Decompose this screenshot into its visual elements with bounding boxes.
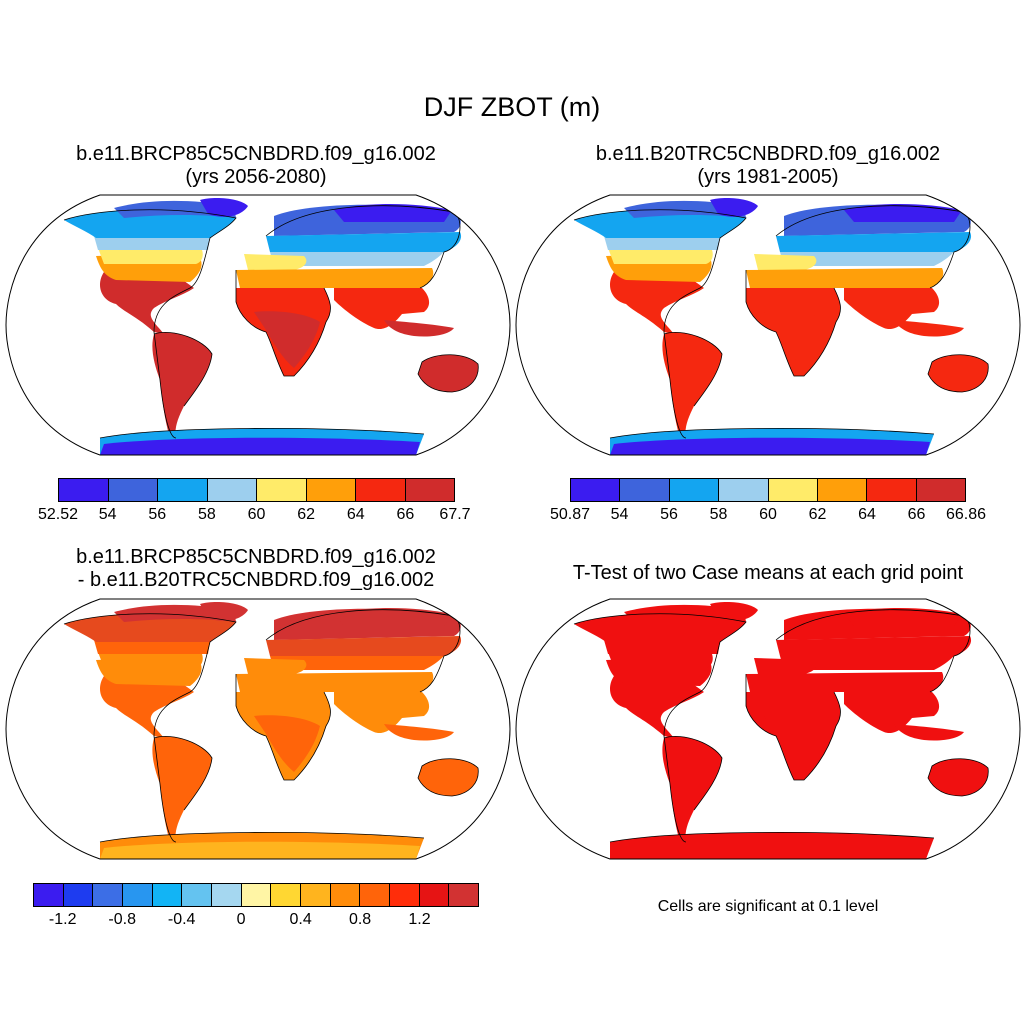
colorbar-tick-label: 1.2 [408, 911, 431, 928]
colorbar-swatch [360, 884, 391, 906]
colorbar-tick-label: 60 [759, 506, 777, 523]
colorbar-swatch [182, 884, 213, 906]
colorbar-swatch [257, 479, 307, 501]
colorbar-swatch [306, 479, 356, 501]
colorbar-swatch [34, 884, 64, 906]
map-panel1 [5, 194, 511, 456]
panel4-title-line1: T-Test of two Case means at each grid po… [572, 562, 964, 584]
colorbar-swatch [405, 479, 454, 501]
colorbar-swatch [419, 884, 450, 906]
panel1-title-line1: b.e11.BRCP85C5CNBDRD.f09_g16.002 [76, 143, 436, 165]
colorbar-swatch [59, 479, 109, 501]
panel1-title: b.e11.BRCP85C5CNBDRD.f09_g16.002 (yrs 20… [6, 143, 506, 189]
colorbar-tick-label: 54 [98, 506, 117, 523]
panel3-title-line1: b.e11.BRCP85C5CNBDRD.f09_g16.002 [76, 546, 436, 568]
colorbar-tick-label: 0.8 [348, 911, 372, 928]
colorbar-tick-label: -0.8 [108, 911, 136, 928]
colorbar-tick-label: 64 [858, 506, 876, 523]
colorbar-tick-label: 66 [396, 506, 415, 523]
colorbar-panel1 [58, 478, 455, 502]
panel4-title: T-Test of two Case means at each grid po… [518, 562, 1018, 585]
colorbar-swatch [271, 884, 302, 906]
colorbar-tick-label: 58 [709, 506, 728, 523]
panel3-title-line2: - b.e11.B20TRC5CNBDRD.f09_g16.002 [77, 569, 435, 591]
colorbar-swatch [330, 884, 361, 906]
panel3-title: b.e11.BRCP85C5CNBDRD.f09_g16.002 - b.e11… [6, 546, 506, 592]
colorbar-tick-label: -0.4 [167, 911, 196, 928]
colorbar-tick-label: 58 [197, 506, 216, 523]
colorbar-tick-label: 66 [907, 506, 926, 523]
map-panel2 [515, 194, 1021, 456]
panel1-title-line2: (yrs 2056-2080) [185, 166, 327, 188]
colorbar-tick-label: 56 [660, 506, 678, 523]
colorbar-swatch [63, 884, 94, 906]
colorbar-tick-label: 66.86 [945, 506, 987, 523]
colorbar-swatch [212, 884, 242, 906]
colorbar-swatch [449, 884, 479, 906]
colorbar-tick-label: 56 [148, 506, 167, 523]
panel2-title: b.e11.B20TRC5CNBDRD.f09_g16.002 (yrs 198… [518, 143, 1018, 189]
panel2-title-line1: b.e11.B20TRC5CNBDRD.f09_g16.002 [595, 143, 941, 165]
colorbar-tick-label: -1.2 [48, 911, 77, 928]
colorbar-swatch [669, 479, 720, 501]
colorbar-swatch [571, 479, 621, 501]
colorbar-tick-label: 64 [346, 506, 365, 523]
colorbar-swatch [108, 479, 158, 501]
colorbar-swatch [916, 479, 965, 501]
colorbar-tick-label: 0 [236, 911, 246, 928]
colorbar-swatch [152, 884, 183, 906]
colorbar-tick-label: 62 [808, 506, 827, 523]
colorbar-swatch [241, 884, 272, 906]
colorbar-swatch [817, 479, 868, 501]
colorbar-swatch [867, 479, 917, 501]
colorbar-swatch [158, 479, 208, 501]
panel2-title-line2: (yrs 1981-2005) [697, 166, 839, 188]
colorbar-swatch [123, 884, 153, 906]
colorbar-swatch [93, 884, 124, 906]
colorbar-tick-label: 62 [297, 506, 316, 523]
colorbar-swatch [390, 884, 420, 906]
map-panel4 [515, 598, 1021, 860]
colorbar-swatch [719, 479, 769, 501]
colorbar-swatch [207, 479, 257, 501]
colorbar-tick-label: 0.4 [289, 911, 312, 928]
colorbar-tick-label: 60 [247, 506, 266, 523]
colorbar-swatch [301, 884, 331, 906]
colorbar-panel2-labels: 50.87 54 56 58 60 62 64 66 66.86 [550, 506, 986, 526]
colorbar-swatch [356, 479, 406, 501]
main-title: DJF ZBOT (m) [423, 92, 601, 122]
colorbar-tick-label: 54 [610, 506, 629, 523]
colorbar-tick-label: 50.87 [549, 506, 591, 523]
colorbar-swatch [620, 479, 670, 501]
colorbar-tick-label: 52.52 [37, 506, 79, 523]
colorbar-panel3 [33, 883, 479, 907]
significance-note: Cells are significant at 0.1 level [657, 898, 879, 915]
colorbar-panel2 [570, 478, 966, 502]
map-panel3 [5, 598, 511, 860]
colorbar-tick-label: 67.7 [439, 506, 471, 523]
colorbar-swatch [768, 479, 818, 501]
colorbar-panel1-labels: 52.52 54 56 58 60 62 64 66 67.7 [38, 506, 471, 526]
colorbar-panel3-labels: -1.2 -0.8 -0.4 0 0.4 0.8 1.2 [33, 911, 479, 931]
